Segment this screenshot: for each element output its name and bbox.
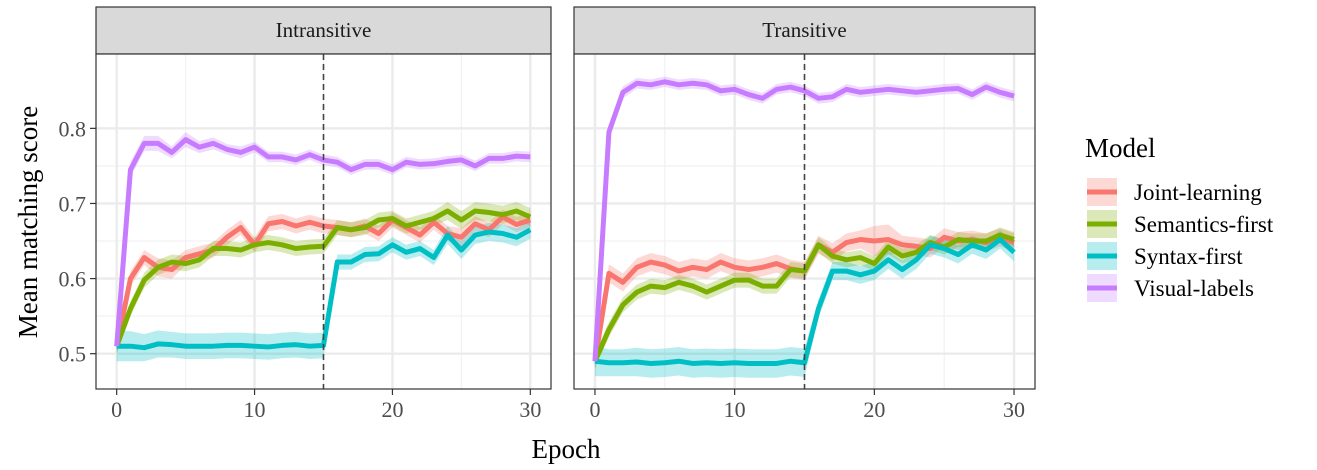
strip-label-intransitive: Intransitive [276, 18, 372, 42]
legend-label-visual-labels: Visual-labels [1134, 276, 1254, 301]
x-tick-label: 30 [1003, 397, 1025, 422]
legend-title: Model [1085, 133, 1156, 163]
y-axis-title: Mean matching score [13, 106, 43, 338]
series-line-syntax-first [594, 237, 1016, 366]
strip-label-transitive: Transitive [762, 18, 846, 42]
series-line-visual-labels [592, 79, 1015, 362]
ci-band-semantics-first [116, 201, 531, 354]
ci-band-visual-labels [116, 132, 531, 354]
x-tick-label: 0 [589, 397, 600, 422]
x-tick-label: 20 [863, 397, 885, 422]
x-axis-title: Epoch [532, 434, 601, 464]
x-tick-label: 20 [381, 397, 403, 422]
legend-items: Joint-learning Semantics-first Syntax-firs… [1087, 178, 1274, 302]
ticks-intransitive: 0 10 20 30 [111, 389, 541, 422]
panel-transitive: Transitive 0 10 20 30 [573, 6, 1036, 422]
panel-border-transitive [573, 53, 1036, 390]
x-tick-label: 0 [111, 397, 122, 422]
legend-label-joint-learning: Joint-learning [1134, 180, 1262, 205]
y-tick-label: 0.6 [59, 267, 87, 292]
panel-border-intransitive [95, 53, 552, 390]
strip-intransitive [95, 6, 552, 55]
panel-intransitive: Intransitive 0 10 20 30 [95, 6, 552, 422]
x-tick-label: 30 [519, 397, 541, 422]
x-tick-label: 10 [724, 397, 746, 422]
legend-label-syntax-first: Syntax-first [1134, 244, 1243, 269]
ticks-transitive: 0 10 20 30 [589, 389, 1025, 422]
legend: Model Joint-learning Semantics-first Synta… [1085, 133, 1274, 302]
ci-band-joint-learning [594, 224, 1015, 369]
x-tick-label: 10 [244, 397, 266, 422]
legend-label-semantics-first: Semantics-first [1134, 212, 1274, 237]
y-axis: 0.5 0.6 0.7 0.8 [59, 116, 96, 367]
y-tick-label: 0.5 [59, 342, 87, 367]
y-tick-label: 0.7 [59, 191, 87, 216]
lines-transitive [592, 79, 1016, 366]
y-tick-label: 0.8 [59, 116, 87, 141]
